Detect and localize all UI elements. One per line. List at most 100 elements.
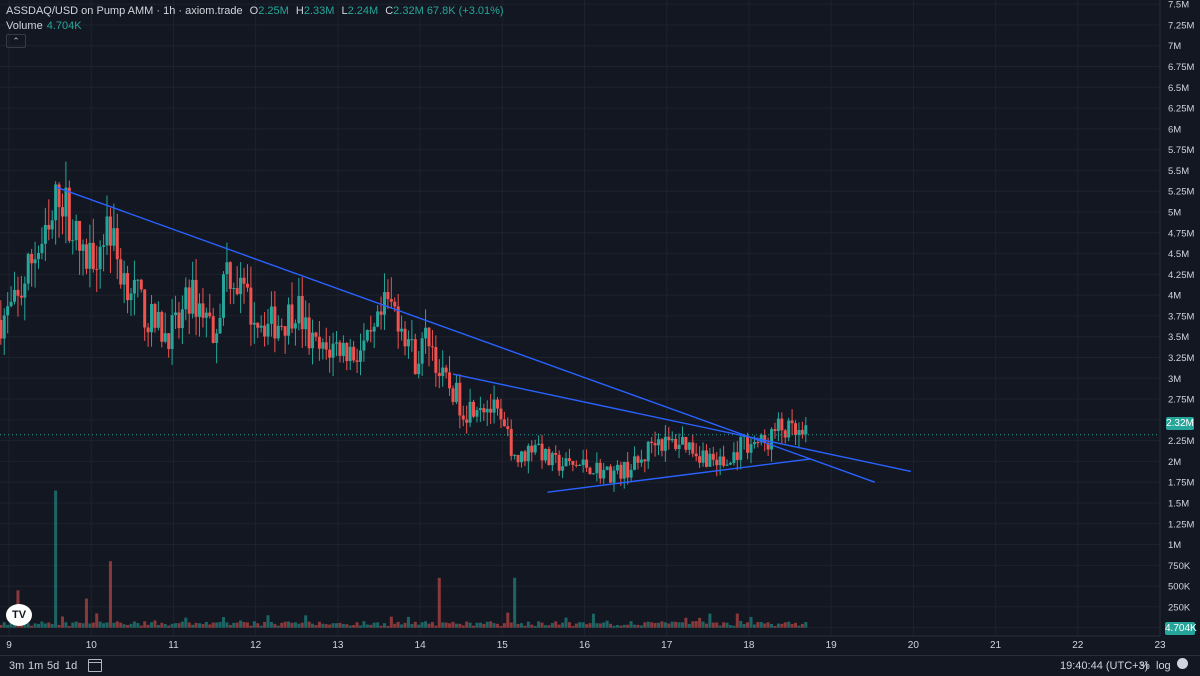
volume-bar	[756, 622, 760, 628]
candle-body	[499, 408, 503, 420]
timeframe-1d-button[interactable]: 1d	[65, 660, 78, 672]
close-key: C	[385, 5, 394, 17]
candle-body	[355, 360, 359, 362]
candle-body	[564, 458, 568, 467]
candle-body	[382, 292, 386, 315]
volume-series	[0, 490, 808, 628]
price-scale[interactable]	[1160, 0, 1200, 636]
candle-body	[64, 187, 68, 217]
collapse-legend-button[interactable]: ⌃	[6, 34, 26, 48]
volume-bar	[653, 622, 657, 628]
candle-body	[749, 444, 753, 453]
candle-body	[711, 453, 715, 460]
volume-bar	[297, 623, 301, 628]
volume-bar	[633, 624, 637, 628]
candle-body	[622, 462, 626, 479]
percent-scale-toggle[interactable]: %	[1140, 660, 1150, 672]
volume-bar	[122, 624, 126, 628]
volume-bar	[766, 622, 770, 628]
volume-bar	[146, 624, 150, 628]
timeframe-3m-button[interactable]: 3m	[9, 660, 25, 672]
volume-bar	[184, 617, 188, 628]
time-tick-label: 12	[250, 640, 262, 651]
candle-body	[362, 340, 366, 351]
candle-body	[26, 253, 30, 284]
chart-grid	[0, 0, 1161, 636]
volume-bar	[711, 622, 715, 628]
volume-bar	[290, 622, 294, 628]
timeframe-5d-button[interactable]: 5d	[47, 660, 60, 672]
change-value: 67.8K (+3.01%)	[426, 5, 504, 17]
candle-body	[122, 273, 126, 285]
clock-timezone[interactable]: 19:40:44 (UTC+3)	[1060, 660, 1149, 672]
volume-bar	[108, 561, 112, 628]
symbol-title[interactable]: ASSDAQ/USD on Pump AMM · 1h · axiom.trad…	[6, 5, 243, 17]
volume-bar	[382, 623, 386, 628]
candle-body	[612, 470, 616, 483]
candle-body	[74, 220, 78, 241]
volume-bar	[129, 623, 133, 628]
candle-body	[406, 339, 410, 347]
volume-bar	[71, 622, 75, 628]
candle-body	[465, 419, 469, 423]
calendar-range-icon[interactable]	[88, 659, 102, 672]
trendlines[interactable]	[55, 186, 912, 493]
candle-body	[389, 299, 393, 302]
candle-body	[386, 292, 390, 300]
candle-body	[454, 382, 458, 403]
candle-body	[636, 456, 640, 463]
volume-bar	[598, 623, 602, 628]
volume-bar	[605, 620, 609, 628]
volume-bar	[715, 622, 719, 628]
volume-bar	[468, 622, 472, 628]
candle-body	[256, 322, 260, 328]
candle-body	[345, 342, 349, 362]
candle-body	[790, 420, 794, 424]
candle-body	[112, 228, 116, 246]
volume-bar	[636, 624, 640, 628]
candle-body	[437, 372, 441, 377]
volume-bar	[602, 622, 606, 628]
volume-bar	[475, 622, 479, 628]
candle-body	[197, 303, 201, 317]
price-tick-label: 1.25M	[1168, 519, 1194, 530]
volume-bar	[581, 622, 585, 628]
candle-body	[787, 420, 791, 438]
volume-bar	[156, 624, 160, 628]
timeframe-1m-button[interactable]: 1m	[28, 660, 44, 672]
volume-label[interactable]: Volume	[6, 20, 43, 32]
price-tick-label: 7.5M	[1168, 0, 1189, 11]
last-price-badge: 2.32M	[1166, 417, 1194, 430]
candle-body	[105, 216, 109, 246]
volume-bar	[790, 623, 794, 628]
candle-body	[653, 443, 657, 446]
candle-body	[571, 460, 575, 465]
volume-bar	[317, 621, 321, 628]
candle-body	[780, 418, 784, 431]
volume-bar	[221, 616, 225, 628]
time-tick-label: 20	[908, 640, 920, 651]
candle-body	[23, 283, 27, 298]
candle-body	[2, 315, 6, 339]
candle-body	[67, 187, 71, 241]
volume-bar	[410, 624, 414, 628]
log-scale-toggle[interactable]: log	[1156, 660, 1171, 672]
volume-bar	[43, 623, 47, 628]
candle-body	[441, 367, 445, 377]
volume-bar	[513, 577, 517, 628]
time-tick-label: 14	[415, 640, 427, 651]
candle-body	[660, 439, 664, 451]
volume-bar	[78, 622, 82, 628]
chart-settings-icon[interactable]	[1177, 658, 1188, 669]
candle-body	[235, 288, 239, 295]
volume-bar	[348, 625, 352, 628]
candle-body	[245, 283, 249, 288]
volume-bar	[537, 621, 541, 628]
time-scale[interactable]	[0, 636, 1200, 655]
volume-bar	[519, 623, 523, 628]
volume-bar	[331, 623, 335, 628]
volume-bar	[396, 621, 400, 628]
volume-bar	[739, 620, 743, 628]
tradingview-logo-icon[interactable]: TV	[6, 604, 32, 626]
